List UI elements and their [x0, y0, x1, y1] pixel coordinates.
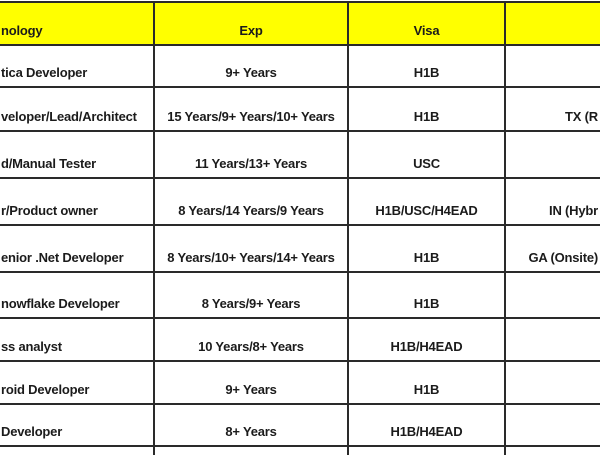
cell-technology[interactable]: ss analyst — [0, 319, 155, 360]
cell-technology[interactable]: r/Product owner — [0, 179, 155, 224]
header-cell-exp[interactable]: Exp — [155, 3, 349, 44]
cell-technology[interactable]: d/Manual Tester — [0, 132, 155, 177]
cell-location[interactable]: IN (Hybr — [549, 203, 598, 218]
table-row: ss analyst 10 Years/8+ Years H1B/H4EAD — [0, 319, 600, 362]
cell-exp[interactable]: 8 Years/10+ Years/14+ Years — [155, 226, 349, 271]
table-row: veloper/Lead/Architect 15 Years/9+ Years… — [0, 88, 600, 132]
cell-exp[interactable]: 15 Years/9+ Years/10+ Years — [155, 88, 349, 130]
table-row: enior .Net Developer 8 Years/10+ Years/1… — [0, 226, 600, 273]
table-row-partial — [0, 447, 600, 455]
cell-visa[interactable]: H1B/H4EAD — [349, 319, 506, 360]
table-row: r/Product owner 8 Years/14 Years/9 Years… — [0, 179, 600, 226]
header-cell-technology[interactable]: nology — [0, 3, 155, 44]
cell-exp[interactable]: 10 Years/8+ Years — [155, 319, 349, 360]
cell-visa[interactable] — [349, 447, 506, 455]
cell-technology[interactable]: Developer — [0, 405, 155, 445]
cell-visa[interactable]: H1B — [349, 273, 506, 317]
cell-visa[interactable]: H1B — [349, 226, 506, 271]
cell-technology[interactable]: roid Developer — [0, 362, 155, 403]
cell-location[interactable] — [506, 447, 600, 455]
cell-technology[interactable] — [0, 447, 155, 455]
cell-visa[interactable]: H1B — [349, 46, 506, 86]
table-row: d/Manual Tester 11 Years/13+ Years USC — [0, 132, 600, 179]
cell-exp[interactable]: 8 Years/9+ Years — [155, 273, 349, 317]
cell-location[interactable] — [506, 132, 600, 177]
cell-visa[interactable]: H1B — [349, 88, 506, 130]
table-header-row: nology Exp Visa — [0, 3, 600, 46]
table-row: roid Developer 9+ Years H1B — [0, 362, 600, 405]
cell-location[interactable] — [506, 46, 600, 86]
cell-location[interactable] — [506, 319, 600, 360]
table-row: nowflake Developer 8 Years/9+ Years H1B — [0, 273, 600, 319]
table-row: tica Developer 9+ Years H1B — [0, 46, 600, 88]
header-cell-visa[interactable]: Visa — [349, 3, 506, 44]
table-body: tica Developer 9+ Years H1B veloper/Lead… — [0, 46, 600, 447]
cell-location[interactable] — [506, 405, 600, 445]
cell-technology[interactable]: tica Developer — [0, 46, 155, 86]
cell-visa[interactable]: USC — [349, 132, 506, 177]
cell-technology[interactable]: veloper/Lead/Architect — [0, 88, 155, 130]
cell-location[interactable] — [506, 273, 600, 317]
cell-exp[interactable]: 9+ Years — [155, 362, 349, 403]
cell-technology[interactable]: enior .Net Developer — [0, 226, 155, 271]
cell-exp[interactable]: 11 Years/13+ Years — [155, 132, 349, 177]
cell-exp[interactable]: 8+ Years — [155, 405, 349, 445]
cell-location[interactable]: TX (R — [565, 109, 598, 124]
cell-location[interactable]: GA (Onsite) — [528, 250, 598, 265]
cell-visa[interactable]: H1B/H4EAD — [349, 405, 506, 445]
cell-exp[interactable] — [155, 447, 349, 455]
cell-exp[interactable]: 9+ Years — [155, 46, 349, 86]
cell-exp[interactable]: 8 Years/14 Years/9 Years — [155, 179, 349, 224]
cell-technology[interactable]: nowflake Developer — [0, 273, 155, 317]
table-row: Developer 8+ Years H1B/H4EAD — [0, 405, 600, 447]
cell-visa[interactable]: H1B/USC/H4EAD — [349, 179, 506, 224]
cell-visa[interactable]: H1B — [349, 362, 506, 403]
header-cell-location[interactable] — [506, 3, 600, 44]
cell-location[interactable] — [506, 362, 600, 403]
